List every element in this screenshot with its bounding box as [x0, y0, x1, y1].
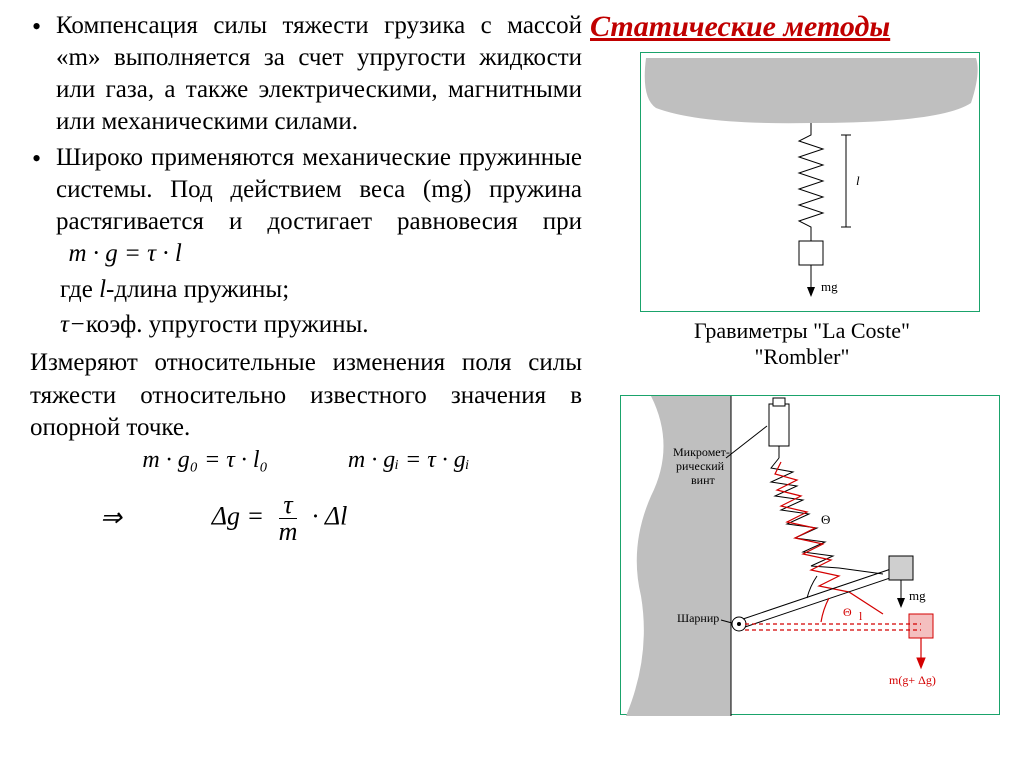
final-eq: Δg = τm · Δl	[212, 492, 348, 545]
label-mgdg: m(g+ Δg)	[889, 673, 936, 687]
label-screw-1: Микромет-	[673, 445, 730, 459]
final-eq-row: ⇒ Δg = τm · Δl	[30, 492, 582, 545]
final-suffix: · Δl	[305, 501, 347, 530]
label-theta1: Θ	[821, 512, 830, 527]
caption-line1: Гравиметры "La Coste"	[694, 318, 910, 343]
bullet-2-text: Широко применяются механические пружинны…	[56, 144, 582, 235]
arrow: ⇒	[100, 503, 122, 533]
eq-pair: m · g₀ = τ · l₀ m · gᵢ = τ · gᵢ	[30, 447, 582, 474]
label-theta2: Θ	[843, 605, 852, 619]
eq-right: m · gᵢ = τ · gᵢ	[348, 447, 470, 474]
caption-line2: "Rombler"	[755, 344, 850, 369]
label-mg: mg	[821, 279, 838, 294]
bullet-2: Широко применяются механические пружинны…	[30, 142, 582, 270]
diagram-lever: Микромет- рический винт Шарнир	[620, 395, 1000, 715]
var-tau: τ−	[60, 311, 86, 338]
where-line-1: где l-длина пружины;	[30, 274, 582, 307]
eq-inline: m · g = τ · l	[69, 240, 182, 267]
paragraph: Измеряют относительные изменения поля си…	[30, 347, 582, 445]
where-rest-1: -длина пружины;	[106, 276, 289, 303]
eq-left: m · g₀ = τ · l₀	[142, 447, 267, 474]
label-mg2: mg	[909, 588, 926, 603]
label-l-red: l	[859, 609, 863, 623]
bullet-1: Компенсация силы тяжести грузика с массо…	[30, 10, 582, 138]
page-title: Статические методы	[590, 10, 1014, 44]
where-prefix: где	[60, 276, 99, 303]
diagram-spring: l mg	[640, 52, 980, 312]
var-l: l	[99, 276, 106, 303]
label-screw-2: рический	[676, 459, 725, 473]
where-rest-2: коэф. упругости пружины.	[86, 311, 369, 338]
label-hinge: Шарнир	[677, 611, 719, 625]
frac-den: m	[275, 519, 302, 545]
diagram1-caption: Гравиметры "La Coste" "Rombler"	[590, 318, 1014, 371]
where-line-2: τ−коэф. упругости пружины.	[30, 309, 582, 342]
final-prefix: Δg =	[212, 501, 271, 530]
frac-num: τ	[279, 492, 296, 519]
label-l: l	[856, 173, 860, 188]
label-screw-3: винт	[691, 473, 716, 487]
